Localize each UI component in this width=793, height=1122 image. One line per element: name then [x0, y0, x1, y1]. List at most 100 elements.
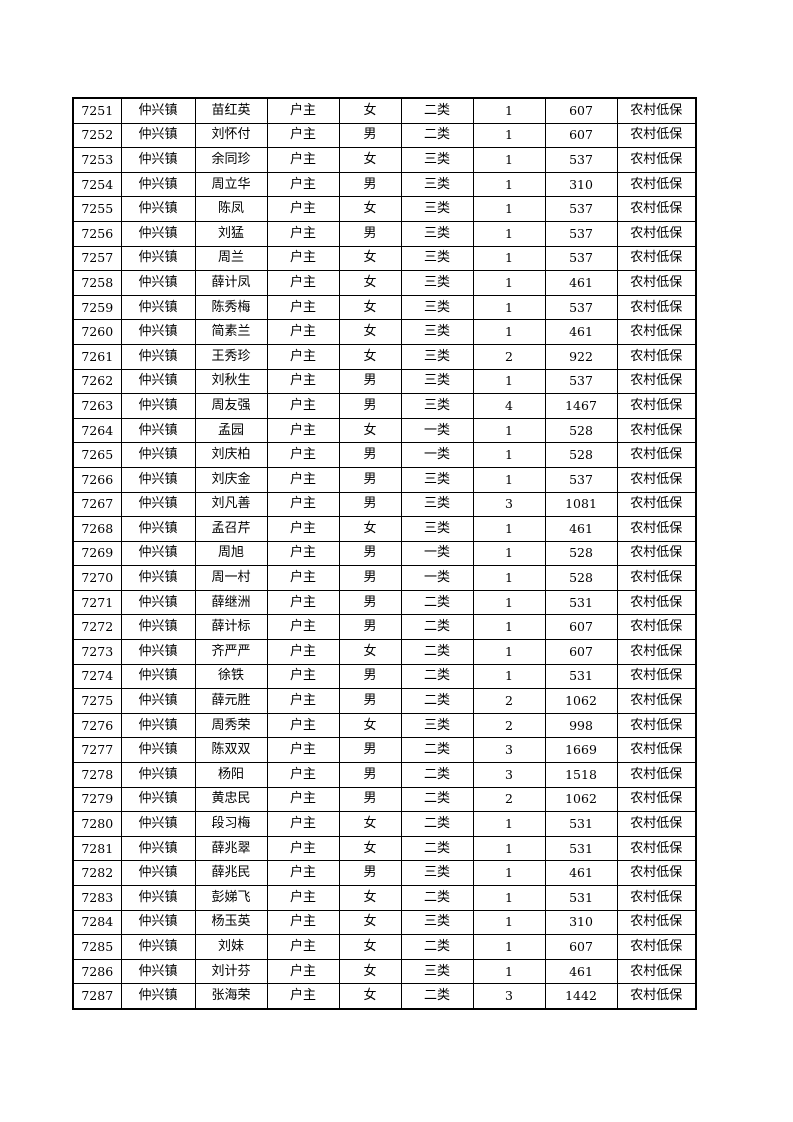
cell-category: 三类: [400, 491, 474, 518]
cell-assistance-type: 农村低保: [616, 639, 697, 665]
cell-town: 仲兴镇: [120, 97, 196, 124]
cell-category: 二类: [400, 934, 474, 960]
table-row: 7274 仲兴镇 徐铁 户主男二类 1 531 农村低保: [72, 663, 697, 690]
cell-gender: 女: [338, 639, 402, 665]
cell-category: 三类: [400, 343, 474, 370]
table-row: 7257 仲兴镇 周兰 户主女三类 1 537 农村低保: [72, 245, 697, 272]
cell-amount: 1081: [544, 491, 618, 518]
cell-gender: 男: [338, 442, 402, 468]
cell-serial-number: 7274: [72, 663, 122, 690]
cell-assistance-type: 农村低保: [616, 958, 697, 985]
cell-household-size: 4: [472, 393, 546, 419]
cell-assistance-type: 农村低保: [616, 540, 697, 567]
cell-category: 三类: [400, 860, 474, 886]
cell-gender: 男: [338, 220, 402, 247]
cell-name: 刘计芬: [194, 958, 268, 985]
cell-category: 三类: [400, 909, 474, 936]
cell-relation: 户主: [266, 516, 340, 542]
cell-name: 周兰: [194, 245, 268, 272]
cell-town: 仲兴镇: [120, 466, 196, 493]
cell-amount: 531: [544, 811, 618, 837]
cell-category: 三类: [400, 368, 474, 395]
cell-serial-number: 7287: [72, 983, 122, 1010]
cell-town: 仲兴镇: [120, 319, 196, 345]
cell-serial-number: 7260: [72, 319, 122, 345]
cell-serial-number: 7280: [72, 811, 122, 837]
cell-household-size: 1: [472, 294, 546, 321]
cell-assistance-type: 农村低保: [616, 417, 697, 444]
cell-category: 二类: [400, 737, 474, 764]
cell-amount: 528: [544, 417, 618, 444]
cell-town: 仲兴镇: [120, 147, 196, 173]
cell-name: 陈秀梅: [194, 294, 268, 321]
cell-gender: 女: [338, 885, 402, 911]
cell-gender: 男: [338, 688, 402, 714]
cell-relation: 户主: [266, 983, 340, 1010]
cell-town: 仲兴镇: [120, 909, 196, 936]
cell-name: 孟园: [194, 417, 268, 444]
cell-amount: 537: [544, 245, 618, 272]
cell-gender: 男: [338, 860, 402, 886]
table-row: 7258 仲兴镇 薛计凤 户主女三类 1 461 农村低保: [72, 270, 697, 296]
cell-serial-number: 7285: [72, 934, 122, 960]
cell-amount: 531: [544, 589, 618, 616]
table-row: 7271 仲兴镇 薛继洲 户主男二类 1 531 农村低保: [72, 589, 697, 616]
cell-amount: 528: [544, 540, 618, 567]
cell-amount: 922: [544, 343, 618, 370]
cell-town: 仲兴镇: [120, 811, 196, 837]
cell-name: 刘庆金: [194, 466, 268, 493]
cell-relation: 户主: [266, 589, 340, 616]
cell-assistance-type: 农村低保: [616, 343, 697, 370]
cell-name: 王秀珍: [194, 343, 268, 370]
cell-serial-number: 7257: [72, 245, 122, 272]
cell-name: 刘妹: [194, 934, 268, 960]
cell-name: 黄忠民: [194, 786, 268, 813]
cell-household-size: 3: [472, 737, 546, 764]
cell-gender: 女: [338, 835, 402, 862]
table-row: 7267 仲兴镇 刘凡善 户主男三类 3 1081 农村低保: [72, 491, 697, 518]
cell-assistance-type: 农村低保: [616, 466, 697, 493]
cell-town: 仲兴镇: [120, 885, 196, 911]
cell-relation: 户主: [266, 958, 340, 985]
cell-household-size: 1: [472, 565, 546, 591]
cell-household-size: 1: [472, 97, 546, 124]
cell-relation: 户主: [266, 811, 340, 837]
cell-town: 仲兴镇: [120, 958, 196, 985]
relief-roster-table: 7251 仲兴镇 苗红英 户主女二类 1 607 农村低保 7252 仲兴镇 刘怀付 户主男二类 1 6…: [72, 97, 697, 1010]
cell-assistance-type: 农村低保: [616, 516, 697, 542]
cell-assistance-type: 农村低保: [616, 97, 697, 124]
cell-category: 三类: [400, 294, 474, 321]
cell-household-size: 1: [472, 245, 546, 272]
cell-relation: 户主: [266, 319, 340, 345]
cell-town: 仲兴镇: [120, 934, 196, 960]
cell-relation: 户主: [266, 442, 340, 468]
cell-name: 杨玉英: [194, 909, 268, 936]
table-row: 7265 仲兴镇 刘庆柏 户主男一类 1 528 农村低保: [72, 442, 697, 468]
cell-assistance-type: 农村低保: [616, 270, 697, 296]
cell-amount: 461: [544, 516, 618, 542]
cell-amount: 1669: [544, 737, 618, 764]
cell-relation: 户主: [266, 294, 340, 321]
cell-serial-number: 7258: [72, 270, 122, 296]
cell-household-size: 3: [472, 491, 546, 518]
cell-household-size: 1: [472, 958, 546, 985]
cell-town: 仲兴镇: [120, 491, 196, 518]
cell-town: 仲兴镇: [120, 343, 196, 370]
cell-assistance-type: 农村低保: [616, 147, 697, 173]
cell-amount: 528: [544, 442, 618, 468]
cell-gender: 女: [338, 245, 402, 272]
cell-household-size: 1: [472, 909, 546, 936]
cell-relation: 户主: [266, 860, 340, 886]
cell-serial-number: 7283: [72, 885, 122, 911]
cell-gender: 男: [338, 393, 402, 419]
cell-gender: 女: [338, 319, 402, 345]
cell-household-size: 1: [472, 540, 546, 567]
table-row: 7255 仲兴镇 陈凤 户主女三类 1 537 农村低保: [72, 196, 697, 222]
cell-serial-number: 7263: [72, 393, 122, 419]
cell-assistance-type: 农村低保: [616, 688, 697, 714]
cell-serial-number: 7261: [72, 343, 122, 370]
table-row: 7254 仲兴镇 周立华 户主男三类 1 310 农村低保: [72, 171, 697, 198]
cell-assistance-type: 农村低保: [616, 811, 697, 837]
cell-relation: 户主: [266, 688, 340, 714]
cell-serial-number: 7255: [72, 196, 122, 222]
